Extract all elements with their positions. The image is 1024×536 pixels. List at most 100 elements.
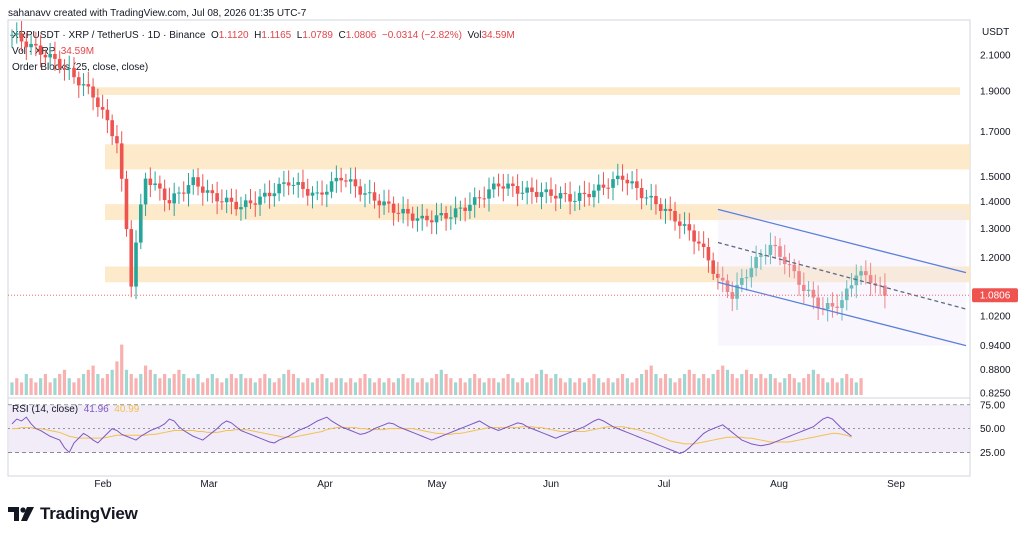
candle-body (34, 43, 38, 46)
order-blocks-label[interactable]: Order Blocks (25, close, close) (12, 62, 149, 73)
candle-body (291, 184, 296, 186)
candle-body (267, 192, 272, 197)
candle-body (119, 143, 124, 179)
time-tick-label: Apr (317, 479, 333, 490)
candle-body (754, 256, 758, 269)
candle-body (105, 109, 110, 121)
candle-body (601, 184, 606, 188)
candle-body (67, 67, 72, 69)
volume-bar (210, 374, 214, 395)
volume-bar (96, 374, 100, 395)
candle-body (658, 204, 663, 211)
volume-series-label[interactable]: Vol · XRP (12, 46, 56, 57)
order-block-zone (105, 204, 970, 221)
volume-bar (105, 374, 109, 395)
price-tick-label: 1.0200 (980, 312, 1011, 323)
candle-body (391, 203, 396, 213)
volume-bar (845, 374, 849, 395)
candle-body (539, 192, 544, 197)
volume-bar (325, 378, 329, 395)
volume-bar (363, 374, 367, 395)
price-tick-label: 0.8250 (980, 388, 1011, 399)
candle-body (558, 193, 563, 199)
candle-body (740, 278, 744, 285)
volume-bar (372, 382, 377, 395)
candle-body (868, 275, 873, 284)
volume-bar (143, 365, 148, 395)
candle-body (76, 77, 81, 86)
candle-body (692, 230, 696, 242)
volume-bar (382, 382, 386, 395)
candle-body (167, 200, 172, 204)
volume-bar (72, 382, 76, 395)
volume-bar (682, 374, 687, 395)
currency-label: USDT (982, 27, 1010, 38)
volume-bar (744, 369, 749, 395)
volume-bar (611, 382, 615, 395)
volume-bar (339, 378, 343, 395)
candle-body (434, 215, 439, 223)
volume-bar (554, 374, 558, 395)
candle-body (596, 184, 601, 191)
plot-frame (7, 19, 971, 477)
price-tick-label: 0.9400 (980, 341, 1011, 352)
candle-body (830, 303, 835, 307)
order-block-zone (95, 87, 960, 95)
candle-body (72, 67, 76, 78)
symbol-label[interactable]: XRPUSDT · XRP / TetherUS · 1D · Binance (12, 30, 206, 41)
volume-bar (392, 382, 396, 395)
candle-body (239, 207, 243, 210)
volume-bar (248, 378, 253, 395)
vol-value: 34.59M (481, 30, 515, 41)
candle-body (525, 187, 529, 193)
volume-bar (530, 378, 534, 395)
price-tick-label: 1.3000 (980, 224, 1011, 235)
candle-body (549, 189, 553, 196)
rsi-ma-line (12, 426, 852, 445)
volume-bar (167, 378, 172, 395)
channel-lower-line[interactable] (717, 281, 967, 347)
rsi-label[interactable]: RSI (14, close) (12, 404, 79, 415)
volume-bar (406, 378, 410, 395)
volume-bar (811, 369, 815, 395)
candle-body (263, 192, 267, 197)
volume-bar (349, 378, 353, 395)
volume-bar (821, 378, 825, 395)
brand: TradingView (8, 504, 138, 524)
volume-bar (635, 378, 639, 395)
volume-bar (463, 382, 467, 395)
candle-body (363, 193, 367, 195)
channel-upper-line[interactable] (717, 208, 967, 274)
change-value: −0.0314 (−2.82%) (381, 30, 462, 41)
volume-bar (706, 378, 711, 395)
volume-bar (783, 378, 787, 395)
candle-body (482, 198, 487, 200)
volume-bar (344, 382, 348, 395)
candle-body (396, 212, 401, 214)
volume-bar (673, 382, 677, 395)
volume-bar (387, 378, 391, 395)
candle-body (29, 43, 33, 48)
volume-bar (511, 378, 515, 395)
volume-bar (482, 382, 486, 395)
candle-body (682, 224, 687, 226)
volume-bar (740, 374, 744, 395)
volume-bar (654, 374, 658, 395)
volume-bar (196, 374, 200, 395)
volume-bar (606, 378, 610, 395)
candle-body (220, 201, 224, 203)
volume-bar (768, 374, 773, 395)
candle-body (81, 84, 86, 86)
volume-bar (458, 378, 462, 395)
channel-middle-line[interactable] (717, 241, 967, 310)
candle-body (62, 67, 67, 69)
price-tick-label: 1.7000 (980, 127, 1011, 138)
volume-bar (468, 378, 472, 395)
volume-bar (439, 369, 443, 395)
candle-body (124, 178, 129, 230)
candle-body (138, 204, 143, 243)
candle-body (115, 136, 119, 144)
candle-body (620, 175, 625, 180)
candle-body (472, 197, 477, 205)
